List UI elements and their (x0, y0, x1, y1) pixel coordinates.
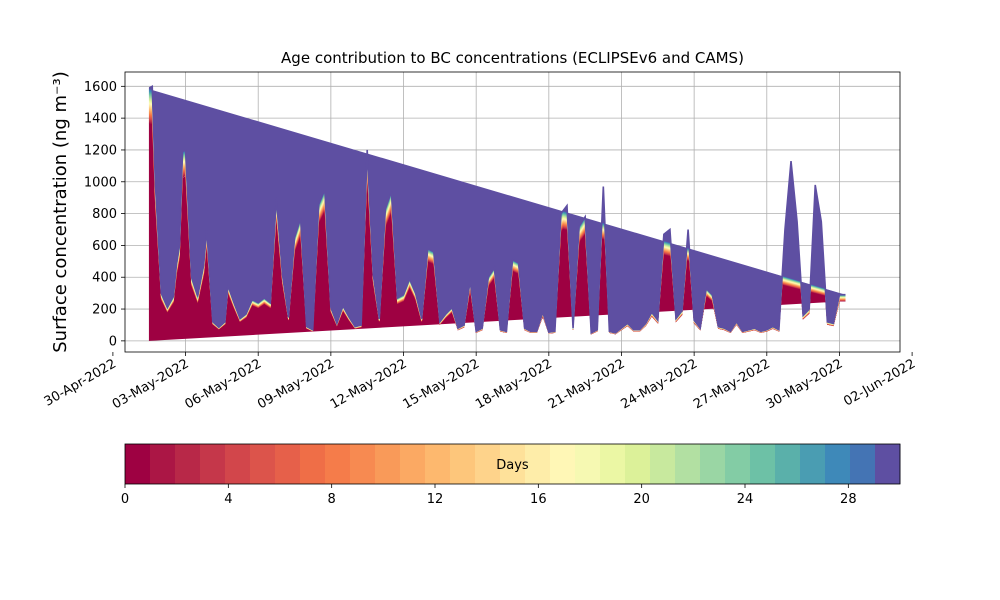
y-axis-label: Surface concentration (ng m⁻³) (50, 71, 71, 353)
chart-title: Age contribution to BC concentrations (E… (281, 49, 744, 67)
colorbar-cell (425, 444, 451, 484)
colorbar-tick-label: 24 (737, 492, 754, 507)
colorbar-cell (325, 444, 351, 484)
colorbar-frame (124, 443, 901, 485)
colorbar-cell (825, 444, 851, 484)
colorbar-cell (150, 444, 176, 484)
y-tick-label: 600 (92, 239, 117, 254)
colorbar-tick-label: 20 (633, 492, 650, 507)
y-tick-label: 800 (92, 207, 117, 222)
colorbar-cell (875, 444, 901, 484)
y-tick-label: 0 (109, 334, 117, 349)
colorbar-cell (125, 444, 151, 484)
colorbar-label: Days (496, 458, 529, 473)
colorbar-cell (525, 444, 551, 484)
colorbar-cell (700, 444, 726, 484)
colorbar-cells (125, 444, 901, 484)
colorbar-cell (275, 444, 301, 484)
colorbar-tick-label: 0 (121, 492, 129, 507)
colorbar-tick-label: 16 (530, 492, 547, 507)
colorbar-cell (750, 444, 776, 484)
colorbar-tick-label: 8 (328, 492, 336, 507)
colorbar-ticks: 0 4 8 12 16 20 24 28 (121, 484, 857, 507)
y-axis-ticks: 0 200 400 600 800 1000 1200 1400 1600 (84, 80, 125, 349)
y-tick-label: 1000 (84, 175, 117, 190)
plot-frame (124, 71, 901, 353)
colorbar-cell (650, 444, 676, 484)
y-tick-label: 1200 (84, 143, 117, 158)
colorbar-cell (225, 444, 251, 484)
colorbar-cell (500, 444, 526, 484)
colorbar-cell (475, 444, 501, 484)
colorbar-cell (200, 444, 226, 484)
colorbar-tick-label: 28 (840, 492, 857, 507)
colorbar-cell (725, 444, 751, 484)
colorbar-cell (300, 444, 326, 484)
colorbar-cell (625, 444, 651, 484)
age-stacked-areas (148, 85, 846, 341)
colorbar-cell (450, 444, 476, 484)
colorbar: Days 0 4 8 12 16 20 24 28 (121, 443, 901, 507)
colorbar-cell (250, 444, 276, 484)
colorbar-cell (350, 444, 376, 484)
colorbar-cell (550, 444, 576, 484)
colorbar-cell (175, 444, 201, 484)
y-tick-label: 1400 (84, 112, 117, 127)
colorbar-cell (400, 444, 426, 484)
colorbar-cell (600, 444, 626, 484)
colorbar-tick-label: 12 (427, 492, 444, 507)
y-tick-label: 200 (92, 303, 117, 318)
y-tick-label: 1600 (84, 80, 117, 95)
colorbar-cell (850, 444, 876, 484)
total-concentration-line (148, 85, 846, 335)
colorbar-cell (375, 444, 401, 484)
colorbar-tick-label: 4 (224, 492, 232, 507)
colorbar-cell (575, 444, 601, 484)
y-tick-label: 400 (92, 271, 117, 286)
colorbar-cell (800, 444, 826, 484)
colorbar-cell (775, 444, 801, 484)
colorbar-cell (675, 444, 701, 484)
